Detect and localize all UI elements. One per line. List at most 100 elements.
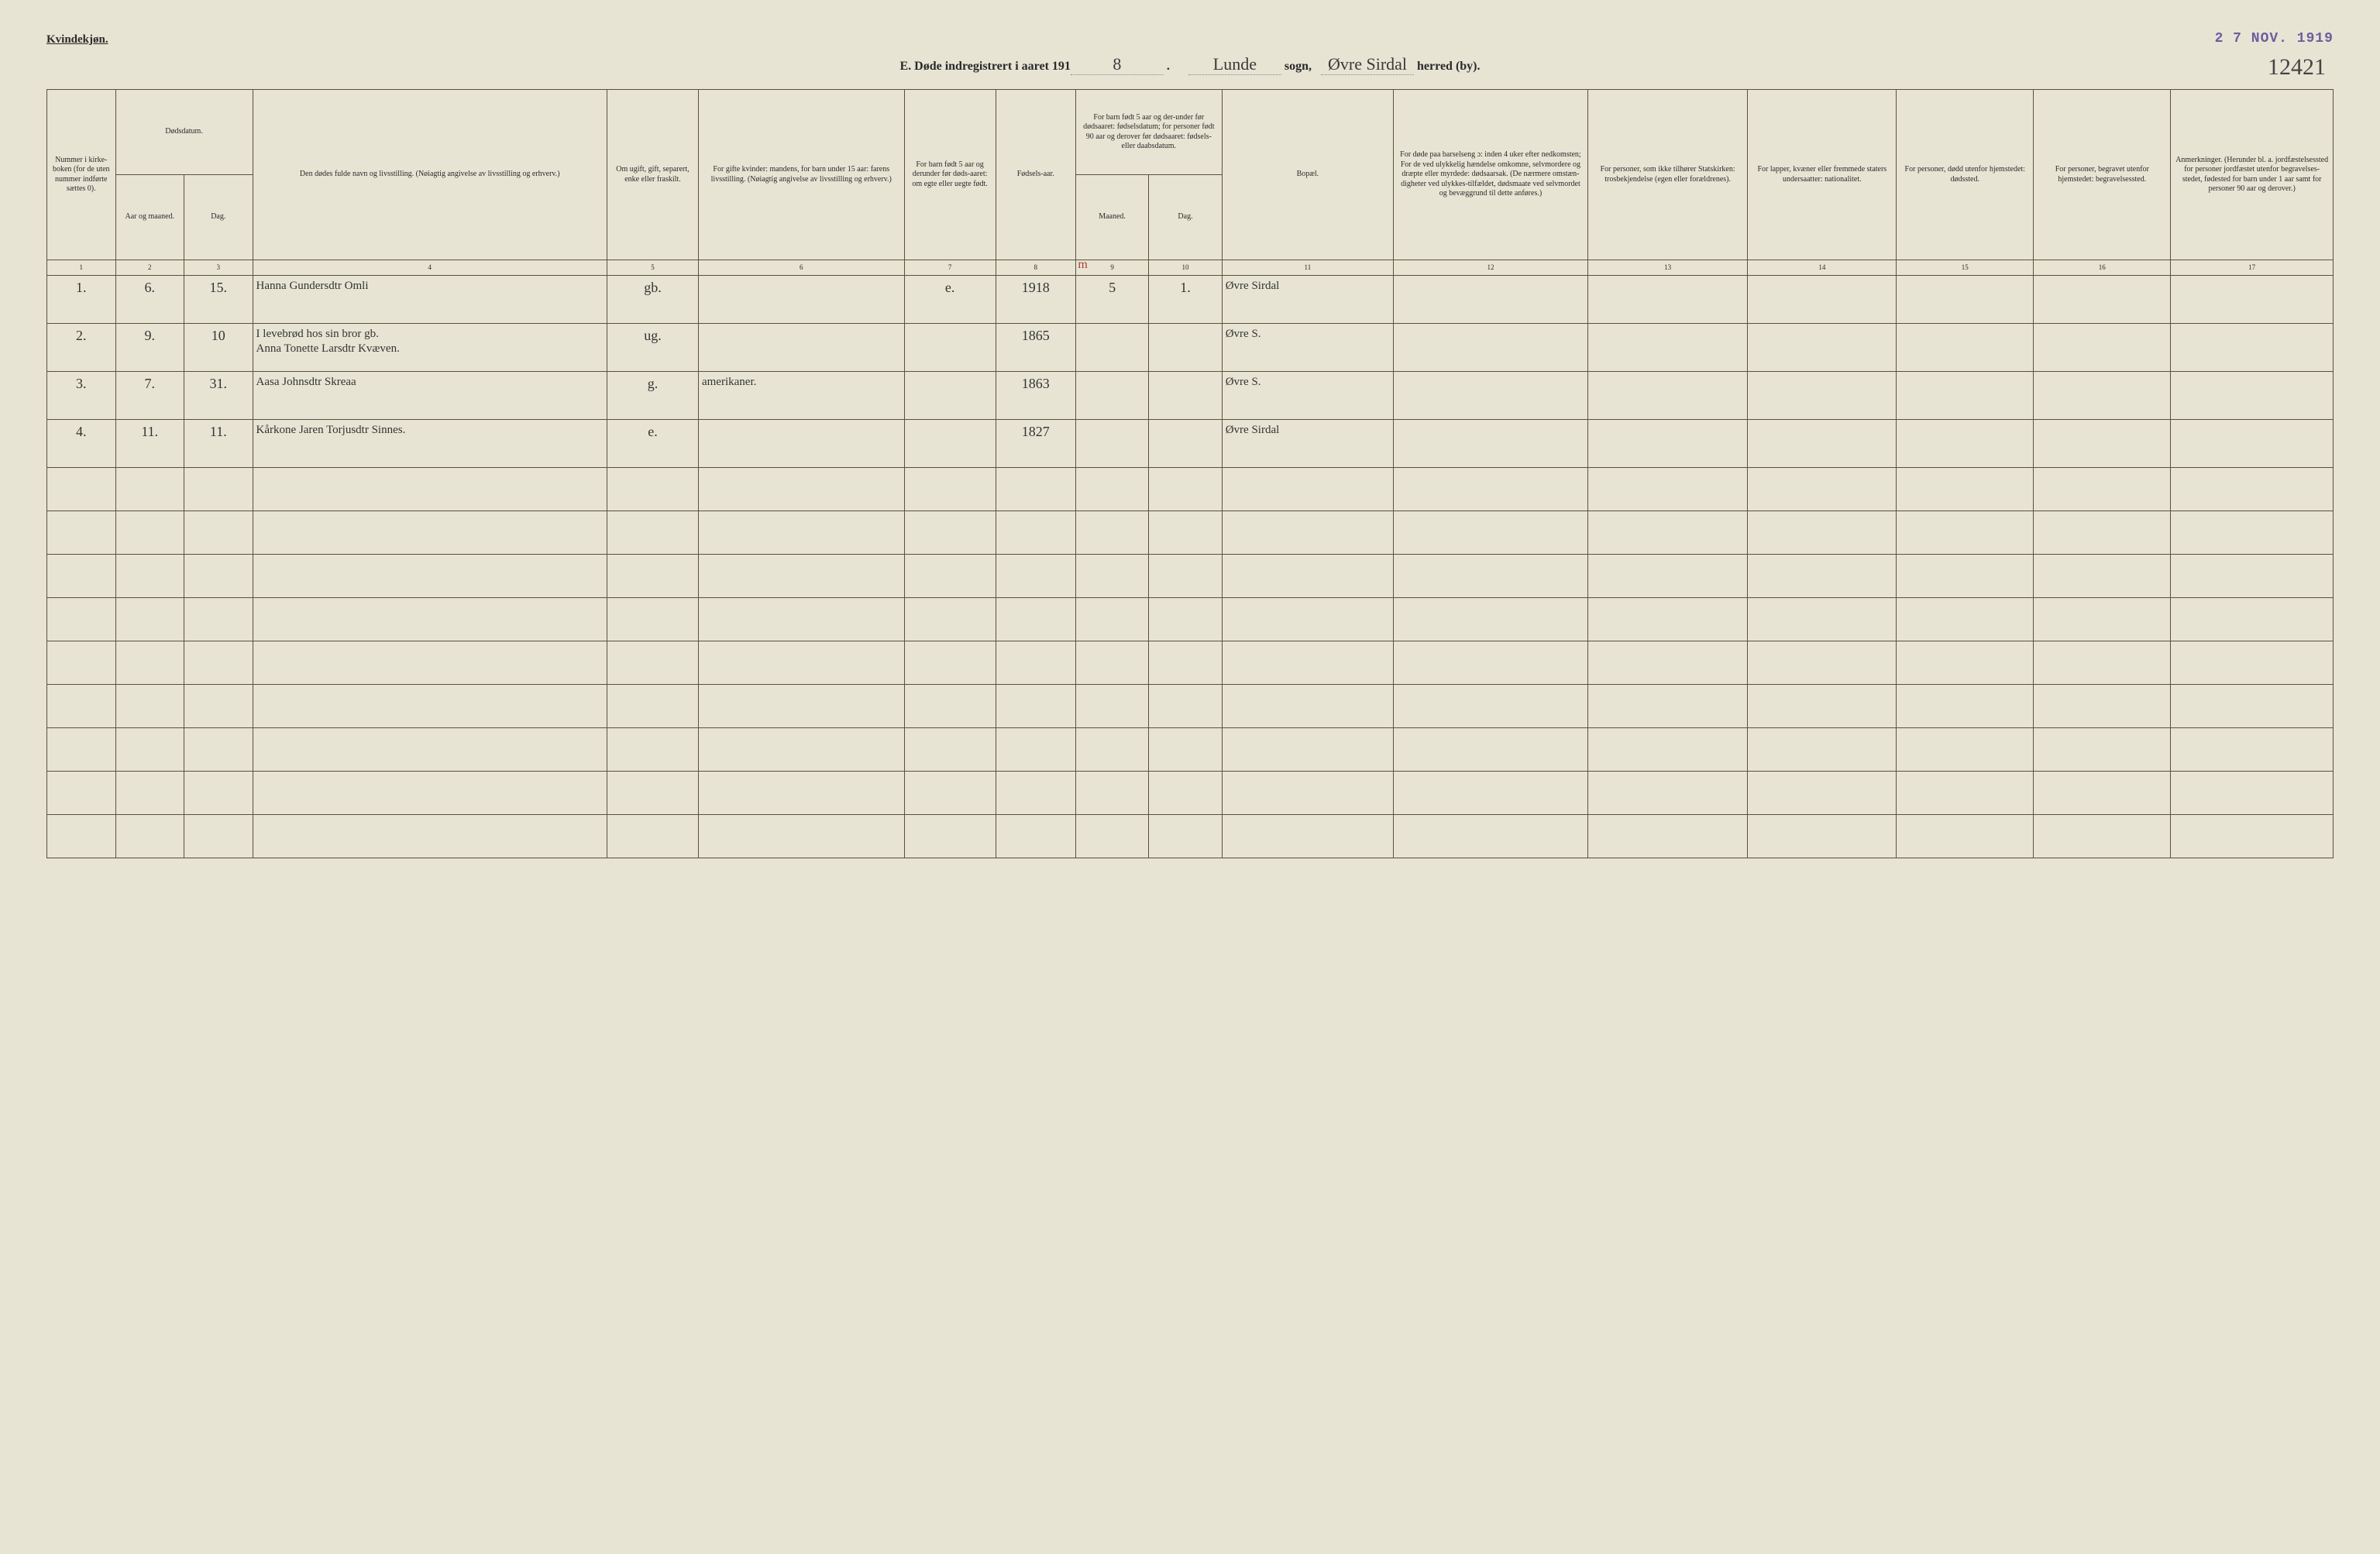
cell-fmd <box>1075 372 1148 420</box>
empty-cell <box>1748 555 1897 598</box>
cell-c16 <box>2034 420 2171 468</box>
empty-cell <box>1394 511 1588 555</box>
col-header-13: For personer, som ikke tilhører Statskir… <box>1587 90 1748 260</box>
table-row-empty <box>47 511 2334 555</box>
header-row-1: Nummer i kirke-boken (for de uten nummer… <box>47 90 2334 175</box>
cell-status: gb. <box>607 276 698 324</box>
empty-cell <box>698 685 904 728</box>
col-header-6: For gifte kvinder: mandens, for barn und… <box>698 90 904 260</box>
empty-cell <box>698 772 904 815</box>
empty-cell <box>184 772 253 815</box>
colnum: 17 <box>2171 260 2334 276</box>
empty-cell <box>1222 772 1393 815</box>
table-row: 2.9.10I levebrød hos sin bror gb.Anna To… <box>47 324 2334 372</box>
col-header-9: Maaned. <box>1075 175 1148 260</box>
empty-cell <box>1587 815 1748 858</box>
empty-cell <box>2171 598 2334 641</box>
table-row-empty <box>47 468 2334 511</box>
empty-cell <box>253 598 607 641</box>
empty-cell <box>1394 468 1588 511</box>
empty-cell <box>253 511 607 555</box>
cell-c15 <box>1897 276 2034 324</box>
empty-cell <box>1587 555 1748 598</box>
cell-c17 <box>2171 372 2334 420</box>
empty-cell <box>2034 598 2171 641</box>
empty-cell <box>1587 641 1748 685</box>
empty-cell <box>2171 728 2334 772</box>
empty-cell <box>1748 641 1897 685</box>
colnum: 4 <box>253 260 607 276</box>
cell-c15 <box>1897 372 2034 420</box>
cell-mand-far <box>698 420 904 468</box>
table-row: 1.6.15.Hanna Gundersdtr Omligb.e.191851.… <box>47 276 2334 324</box>
empty-cell <box>1587 511 1748 555</box>
empty-cell <box>115 815 184 858</box>
colnum: 15 <box>1897 260 2034 276</box>
empty-cell <box>47 728 116 772</box>
colnum: 16 <box>2034 260 2171 276</box>
cell-dag: 10 <box>184 324 253 372</box>
empty-cell <box>698 598 904 641</box>
empty-cell <box>607 598 698 641</box>
cell-c16 <box>2034 276 2171 324</box>
cell-aar-md: 7. <box>115 372 184 420</box>
empty-cell <box>253 641 607 685</box>
col-header-16: For personer, begravet utenfor hjemstede… <box>2034 90 2171 260</box>
empty-cell <box>115 641 184 685</box>
colnum: 14 <box>1748 260 1897 276</box>
cell-mand-far: amerikaner. <box>698 372 904 420</box>
cell-aar-md: 9. <box>115 324 184 372</box>
cell-fmd: 5 <box>1075 276 1148 324</box>
empty-cell <box>1075 772 1148 815</box>
title-line: E. Døde indregistrert i aaret 1918 . Lun… <box>46 54 2334 75</box>
empty-cell <box>253 728 607 772</box>
empty-cell <box>1075 728 1148 772</box>
table-body: 1.6.15.Hanna Gundersdtr Omligb.e.191851.… <box>47 276 2334 858</box>
cell-bopael: Øvre S. <box>1222 324 1393 372</box>
empty-cell <box>184 641 253 685</box>
cell-c13 <box>1587 372 1748 420</box>
col-header-10: Dag. <box>1149 175 1222 260</box>
cell-c14 <box>1748 420 1897 468</box>
gender-label: Kvindekjøn. <box>46 33 108 46</box>
form-letter: E. <box>899 60 911 73</box>
empty-cell <box>698 815 904 858</box>
cell-egte <box>904 420 996 468</box>
empty-cell <box>1075 641 1148 685</box>
empty-cell <box>996 641 1075 685</box>
colnum-9: 9 0 / m <box>1075 260 1148 276</box>
empty-cell <box>1075 815 1148 858</box>
cell-c15 <box>1897 420 2034 468</box>
empty-cell <box>1587 772 1748 815</box>
colnum: 12 <box>1394 260 1588 276</box>
empty-cell <box>1748 468 1897 511</box>
empty-cell <box>996 685 1075 728</box>
empty-cell <box>184 728 253 772</box>
red-annotation: 0 / m <box>1075 260 1087 273</box>
sogn-hand: Lunde <box>1188 54 1281 75</box>
empty-cell <box>184 555 253 598</box>
cell-dag: 31. <box>184 372 253 420</box>
empty-cell <box>115 598 184 641</box>
empty-cell <box>47 598 116 641</box>
empty-cell <box>184 511 253 555</box>
herred-hand: Øvre Sirdal <box>1321 54 1414 75</box>
empty-cell <box>607 685 698 728</box>
colnum: 11 <box>1222 260 1393 276</box>
empty-cell <box>904 772 996 815</box>
col-header-4: Den dødes fulde navn og livsstilling. (N… <box>253 90 607 260</box>
table-row-empty <box>47 815 2334 858</box>
colnum: 13 <box>1587 260 1748 276</box>
empty-cell <box>1075 685 1148 728</box>
cell-c12 <box>1394 420 1588 468</box>
col-header-9-10: For barn født 5 aar og der-under før død… <box>1075 90 1222 175</box>
col-header-14: For lapper, kvæner eller fremmede stater… <box>1748 90 1897 260</box>
table-row-empty <box>47 728 2334 772</box>
cell-dag: 15. <box>184 276 253 324</box>
cell-aar-md: 11. <box>115 420 184 468</box>
empty-cell <box>1748 598 1897 641</box>
empty-cell <box>2171 511 2334 555</box>
empty-cell <box>607 772 698 815</box>
col-header-17: Anmerkninger. (Herunder bl. a. jordfæste… <box>2171 90 2334 260</box>
col-header-5: Om ugift, gift, separert, enke eller fra… <box>607 90 698 260</box>
